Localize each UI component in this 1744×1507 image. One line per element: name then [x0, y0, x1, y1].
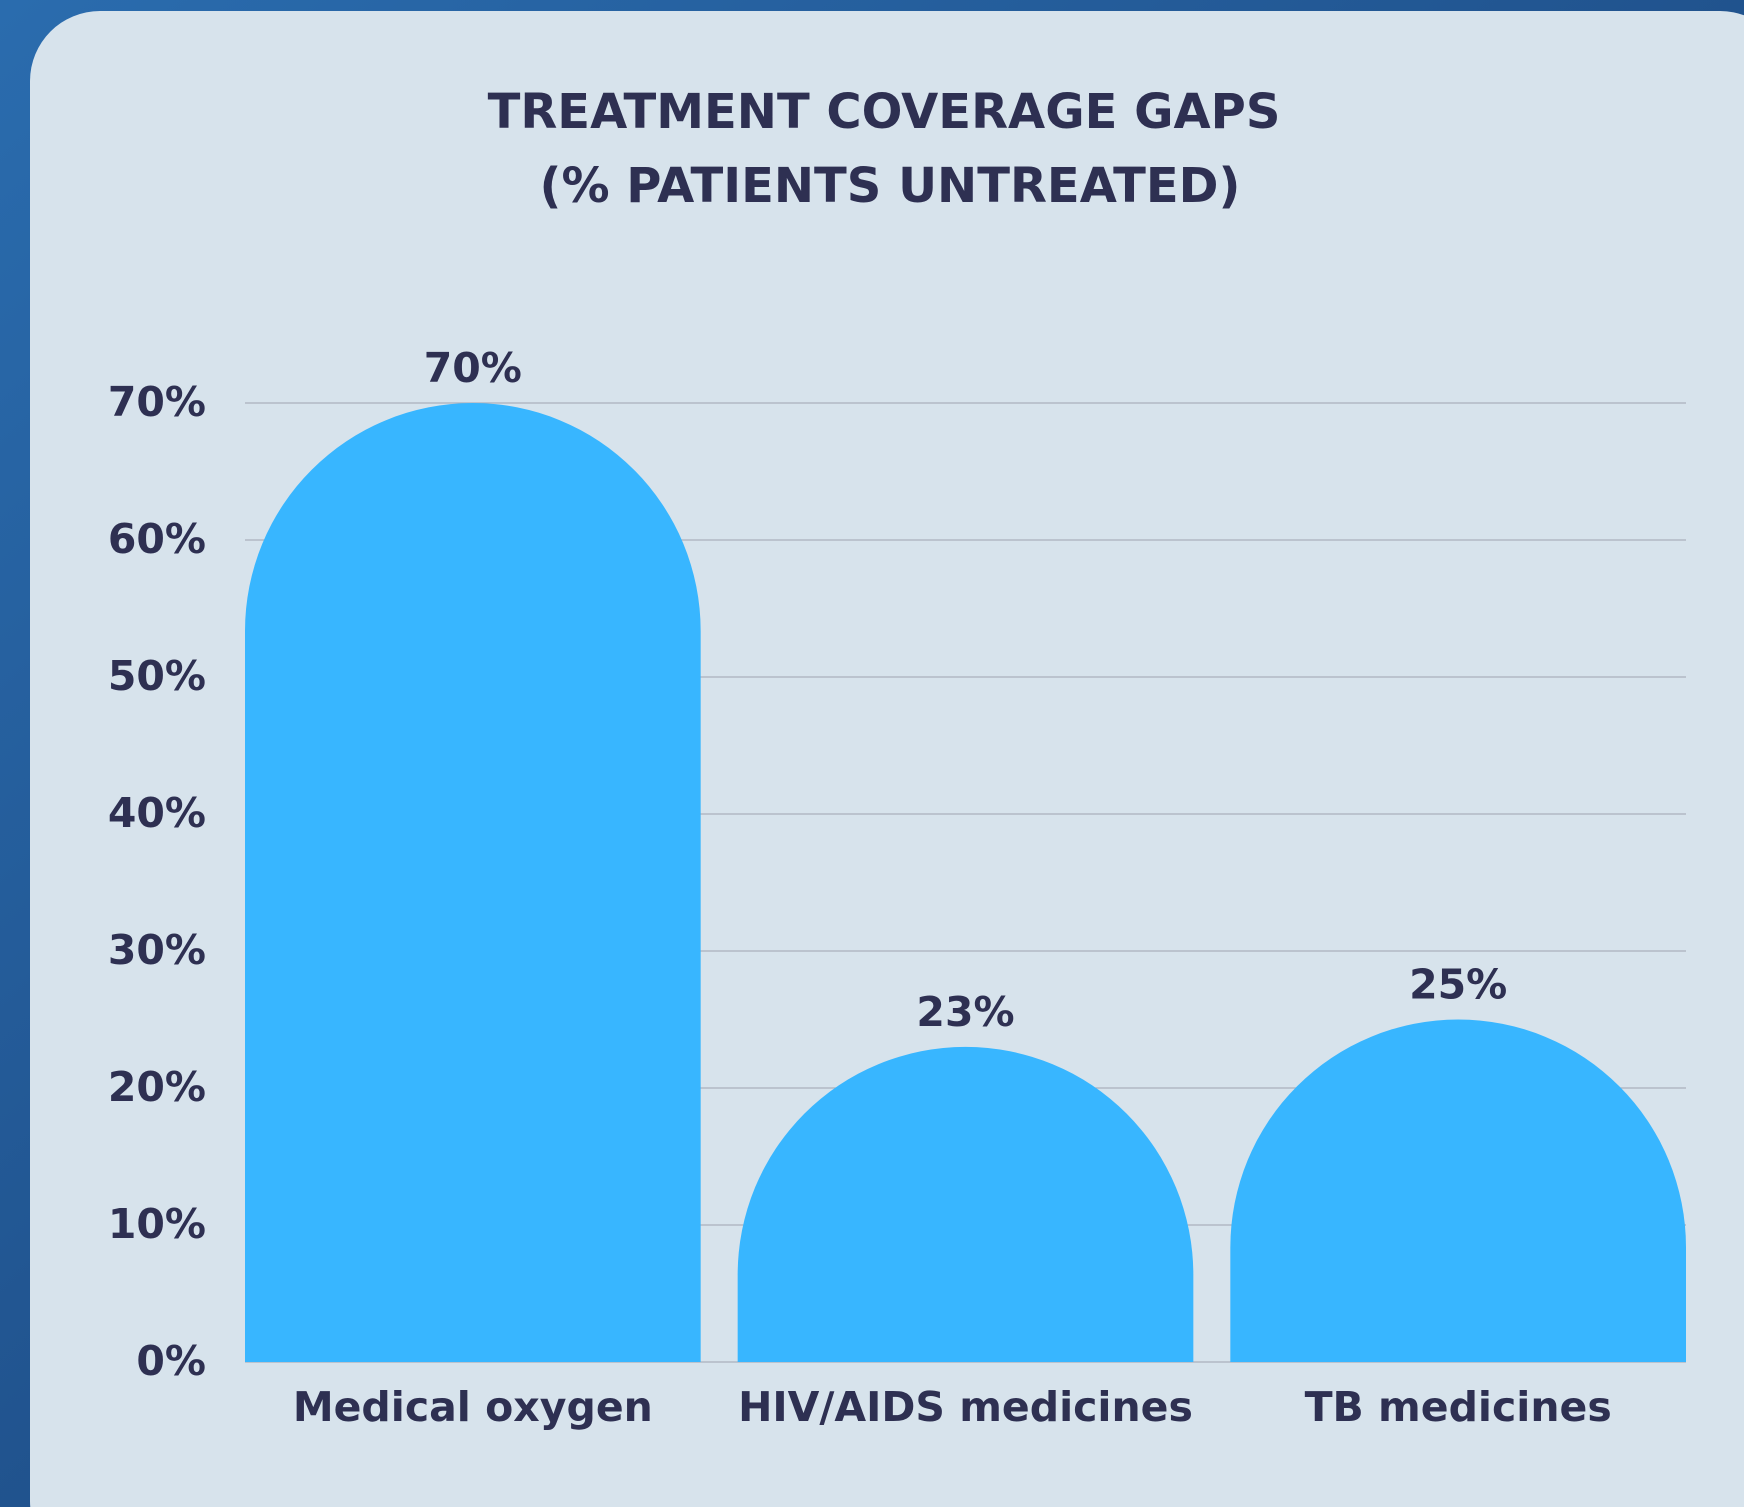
- y-tick-label: 70%: [108, 378, 206, 426]
- y-tick-label: 0%: [136, 1337, 206, 1385]
- bar: [245, 402, 701, 1362]
- value-label: 23%: [916, 988, 1014, 1036]
- x-tick-label: TB medicines: [1305, 1383, 1612, 1431]
- chart-title: TREATMENT COVERAGE GAPS: [488, 84, 1281, 140]
- value-label: 25%: [1409, 961, 1507, 1009]
- y-tick-label: 20%: [108, 1063, 206, 1111]
- x-tick-label: Medical oxygen: [293, 1383, 653, 1431]
- y-tick-label: 50%: [108, 652, 206, 700]
- bar: [1230, 1019, 1686, 1362]
- y-tick-label: 10%: [108, 1200, 206, 1248]
- y-tick-label: 40%: [108, 789, 206, 837]
- value-label: 70%: [424, 344, 522, 392]
- x-tick-label: HIV/AIDS medicines: [738, 1383, 1193, 1431]
- y-tick-label: 30%: [108, 926, 206, 974]
- bar: [737, 1046, 1194, 1362]
- y-tick-label: 60%: [108, 515, 206, 563]
- chart-title: (% PATIENTS UNTREATED): [540, 158, 1241, 214]
